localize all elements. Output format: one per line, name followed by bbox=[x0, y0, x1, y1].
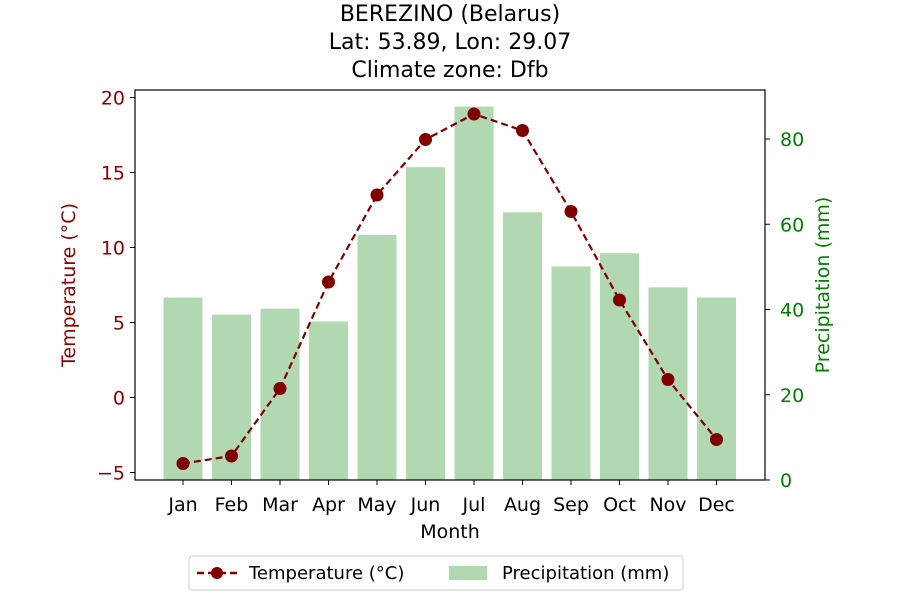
temperature-line bbox=[182, 112, 718, 465]
x-tick-label: Jan bbox=[167, 494, 197, 516]
precip-bar-apr bbox=[309, 321, 348, 480]
title-line-3: Climate zone: Dfb bbox=[351, 58, 548, 83]
legend-temperature-label: Temperature (°C) bbox=[248, 563, 404, 584]
temp-point-mar bbox=[273, 382, 287, 395]
precip-bar-may bbox=[357, 234, 397, 480]
x-tick-label: Apr bbox=[312, 494, 345, 516]
right-axis-ticks: 0 20 40 60 80 bbox=[765, 129, 804, 492]
title-line-2: Lat: 53.89, Lon: 29.07 bbox=[329, 30, 571, 55]
x-tick-label: Sep bbox=[553, 494, 589, 516]
precipitation-bars bbox=[163, 106, 736, 481]
precip-bar-jan bbox=[163, 297, 203, 480]
x-tick-label: May bbox=[357, 494, 396, 516]
legend: Temperature (°C) Precipitation (mm) bbox=[188, 555, 684, 591]
x-tick-label: Dec bbox=[698, 494, 735, 516]
right-tick-label: 60 bbox=[780, 214, 804, 236]
right-tick-label: 40 bbox=[780, 300, 804, 322]
temp-point-may bbox=[370, 188, 384, 202]
precip-bar-jul bbox=[454, 106, 494, 480]
precip-bar-oct bbox=[600, 253, 639, 480]
plot-area-frame bbox=[134, 89, 766, 481]
right-tick-label: 0 bbox=[780, 470, 792, 492]
temp-point-sep bbox=[564, 205, 578, 218]
chart-title: BEREZINO (Belarus) Lat: 53.89, Lon: 29.0… bbox=[329, 2, 571, 83]
x-tick-label: Jul bbox=[462, 494, 486, 516]
precip-bar-jun bbox=[406, 167, 445, 481]
precip-bar-aug bbox=[503, 212, 542, 480]
left-tick-label: 5 bbox=[113, 313, 125, 335]
temp-point-nov bbox=[661, 373, 675, 386]
x-tick-label: Jun bbox=[410, 494, 441, 516]
x-tick-label: Aug bbox=[504, 494, 541, 516]
x-tick-label: Mar bbox=[262, 494, 298, 516]
left-tick-label: 10 bbox=[101, 238, 125, 260]
legend-precipitation-patch bbox=[449, 566, 487, 580]
x-tick-label: Oct bbox=[603, 494, 636, 516]
right-axis-label: Precipitation (mm) bbox=[812, 197, 834, 374]
temp-point-jul bbox=[467, 107, 481, 121]
temp-point-aug bbox=[516, 124, 529, 137]
precip-bar-dec bbox=[697, 297, 736, 480]
x-tick-label: Feb bbox=[215, 494, 249, 516]
left-tick-label: 0 bbox=[113, 388, 125, 410]
left-tick-label: 20 bbox=[101, 88, 125, 110]
right-tick-label: 80 bbox=[780, 129, 804, 151]
temp-point-dec bbox=[710, 433, 723, 446]
legend-temperature-marker bbox=[211, 567, 223, 579]
temp-point-jun bbox=[419, 133, 432, 146]
temp-point-apr bbox=[322, 275, 335, 289]
temp-point-oct bbox=[613, 293, 626, 307]
temp-point-feb bbox=[225, 449, 238, 463]
legend-precipitation-label: Precipitation (mm) bbox=[502, 563, 669, 584]
precip-bar-sep bbox=[551, 266, 591, 480]
temperature-line-layer bbox=[176, 107, 723, 470]
left-axis-label: Temperature (°C) bbox=[58, 203, 80, 368]
left-tick-label: 15 bbox=[101, 163, 125, 185]
temp-point-jan bbox=[176, 457, 190, 470]
left-tick-label: −5 bbox=[97, 463, 125, 485]
left-axis-ticks: −5 0 5 10 15 20 bbox=[97, 88, 135, 485]
x-axis-label: Month bbox=[420, 521, 480, 543]
title-line-1: BEREZINO (Belarus) bbox=[340, 2, 560, 27]
x-tick-label: Nov bbox=[649, 494, 686, 516]
x-axis-ticks: Jan Feb Mar Apr May Jun Jul Aug Sep Oct Nov Dec bbox=[167, 480, 735, 516]
right-tick-label: 20 bbox=[780, 385, 804, 407]
legend-frame bbox=[188, 555, 684, 591]
